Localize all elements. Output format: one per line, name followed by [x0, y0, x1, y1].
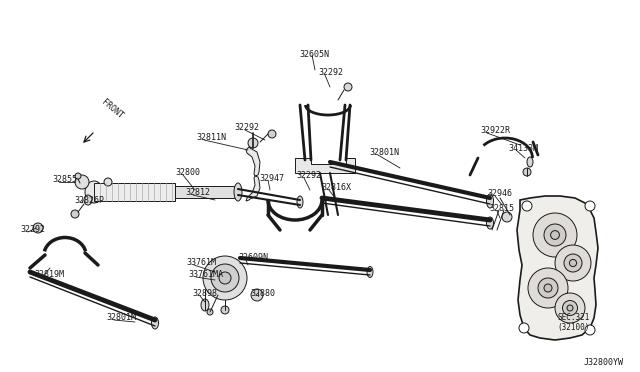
Polygon shape [295, 158, 355, 173]
Ellipse shape [527, 157, 533, 167]
Text: 32292: 32292 [296, 171, 321, 180]
Circle shape [544, 224, 566, 246]
Text: 32801N: 32801N [369, 148, 399, 157]
Circle shape [567, 305, 573, 311]
Circle shape [203, 256, 247, 300]
Text: 34133M: 34133M [508, 144, 538, 153]
Text: 32946: 32946 [487, 189, 512, 198]
Polygon shape [246, 147, 260, 176]
Text: (32100): (32100) [557, 323, 589, 332]
Circle shape [248, 138, 258, 148]
Circle shape [75, 175, 89, 189]
Circle shape [502, 212, 512, 222]
Text: 32922R: 32922R [480, 126, 510, 135]
Circle shape [563, 301, 577, 315]
Circle shape [533, 213, 577, 257]
Circle shape [538, 278, 558, 298]
Text: 32880: 32880 [250, 289, 275, 298]
Text: 33761M: 33761M [186, 258, 216, 267]
Circle shape [544, 284, 552, 292]
Text: 32801M: 32801M [106, 313, 136, 322]
Ellipse shape [84, 195, 92, 205]
Text: 32826P: 32826P [74, 196, 104, 205]
Ellipse shape [297, 196, 303, 208]
Circle shape [221, 306, 229, 314]
Circle shape [585, 201, 595, 211]
Text: SEC.321: SEC.321 [558, 313, 590, 322]
Text: FRONT: FRONT [100, 98, 125, 121]
Text: 32605N: 32605N [299, 50, 329, 59]
Circle shape [344, 83, 352, 91]
Circle shape [523, 168, 531, 176]
Circle shape [104, 178, 112, 186]
Circle shape [564, 254, 582, 272]
Text: 33761MA: 33761MA [188, 270, 223, 279]
Circle shape [71, 210, 79, 218]
Circle shape [555, 245, 591, 281]
Circle shape [570, 259, 577, 267]
Circle shape [211, 264, 239, 292]
Text: 32819M: 32819M [34, 270, 64, 279]
Ellipse shape [367, 266, 373, 278]
Circle shape [268, 130, 276, 138]
Circle shape [550, 231, 559, 240]
Ellipse shape [234, 183, 242, 201]
Text: 32898: 32898 [192, 289, 217, 298]
Text: 32947: 32947 [259, 174, 284, 183]
Circle shape [219, 272, 231, 284]
Circle shape [33, 223, 43, 233]
Text: 32800: 32800 [175, 168, 200, 177]
Text: 32812: 32812 [185, 188, 210, 197]
Ellipse shape [486, 194, 493, 208]
Text: 32292: 32292 [234, 123, 259, 132]
Circle shape [528, 268, 568, 308]
Text: 32816X: 32816X [321, 183, 351, 192]
Polygon shape [175, 186, 238, 198]
Text: 32815: 32815 [489, 204, 514, 213]
Text: 32855: 32855 [52, 175, 77, 184]
Polygon shape [246, 176, 260, 201]
Text: 32292: 32292 [20, 225, 45, 234]
Ellipse shape [201, 299, 209, 311]
Ellipse shape [85, 181, 103, 203]
Circle shape [207, 309, 213, 315]
Circle shape [585, 325, 595, 335]
Text: 32811N: 32811N [196, 133, 226, 142]
Ellipse shape [152, 317, 159, 329]
Circle shape [251, 289, 263, 301]
Ellipse shape [486, 217, 493, 229]
Text: J32800YW: J32800YW [584, 358, 624, 367]
Text: 32609N: 32609N [238, 253, 268, 262]
Circle shape [75, 173, 81, 179]
Text: 32292: 32292 [318, 68, 343, 77]
Circle shape [519, 323, 529, 333]
Circle shape [522, 201, 532, 211]
Polygon shape [517, 196, 598, 340]
Circle shape [555, 293, 585, 323]
Polygon shape [94, 183, 175, 201]
